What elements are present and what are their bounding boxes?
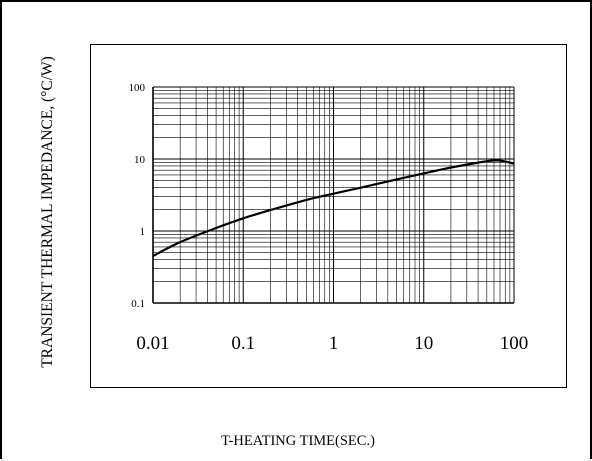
y-tick-label: 1 — [140, 226, 146, 238]
y-axis-label: TRANSIENT THERMAL IMPEDANCE, (°C/W) — [39, 56, 56, 368]
x-tick-label: 1 — [329, 333, 339, 354]
x-tick-label: 10 — [414, 333, 433, 354]
x-tick-label: 0.1 — [231, 333, 255, 354]
y-tick-label: 10 — [134, 154, 146, 166]
x-tick-label: 0.01 — [136, 333, 169, 354]
tick-labels: 0.1 1 10 100 0.01 0.1 1 10 100 — [129, 82, 529, 354]
y-tick-label: 0.1 — [131, 298, 145, 310]
series — [152, 159, 515, 257]
axes — [152, 87, 514, 304]
impedance-curve — [152, 159, 515, 257]
grid — [152, 86, 515, 304]
x-axis-label: T-HEATING TIME(SEC.) — [221, 433, 375, 449]
x-tick-label: 100 — [500, 333, 529, 354]
plot-area-border — [90, 44, 567, 388]
y-tick-label: 100 — [129, 82, 146, 94]
